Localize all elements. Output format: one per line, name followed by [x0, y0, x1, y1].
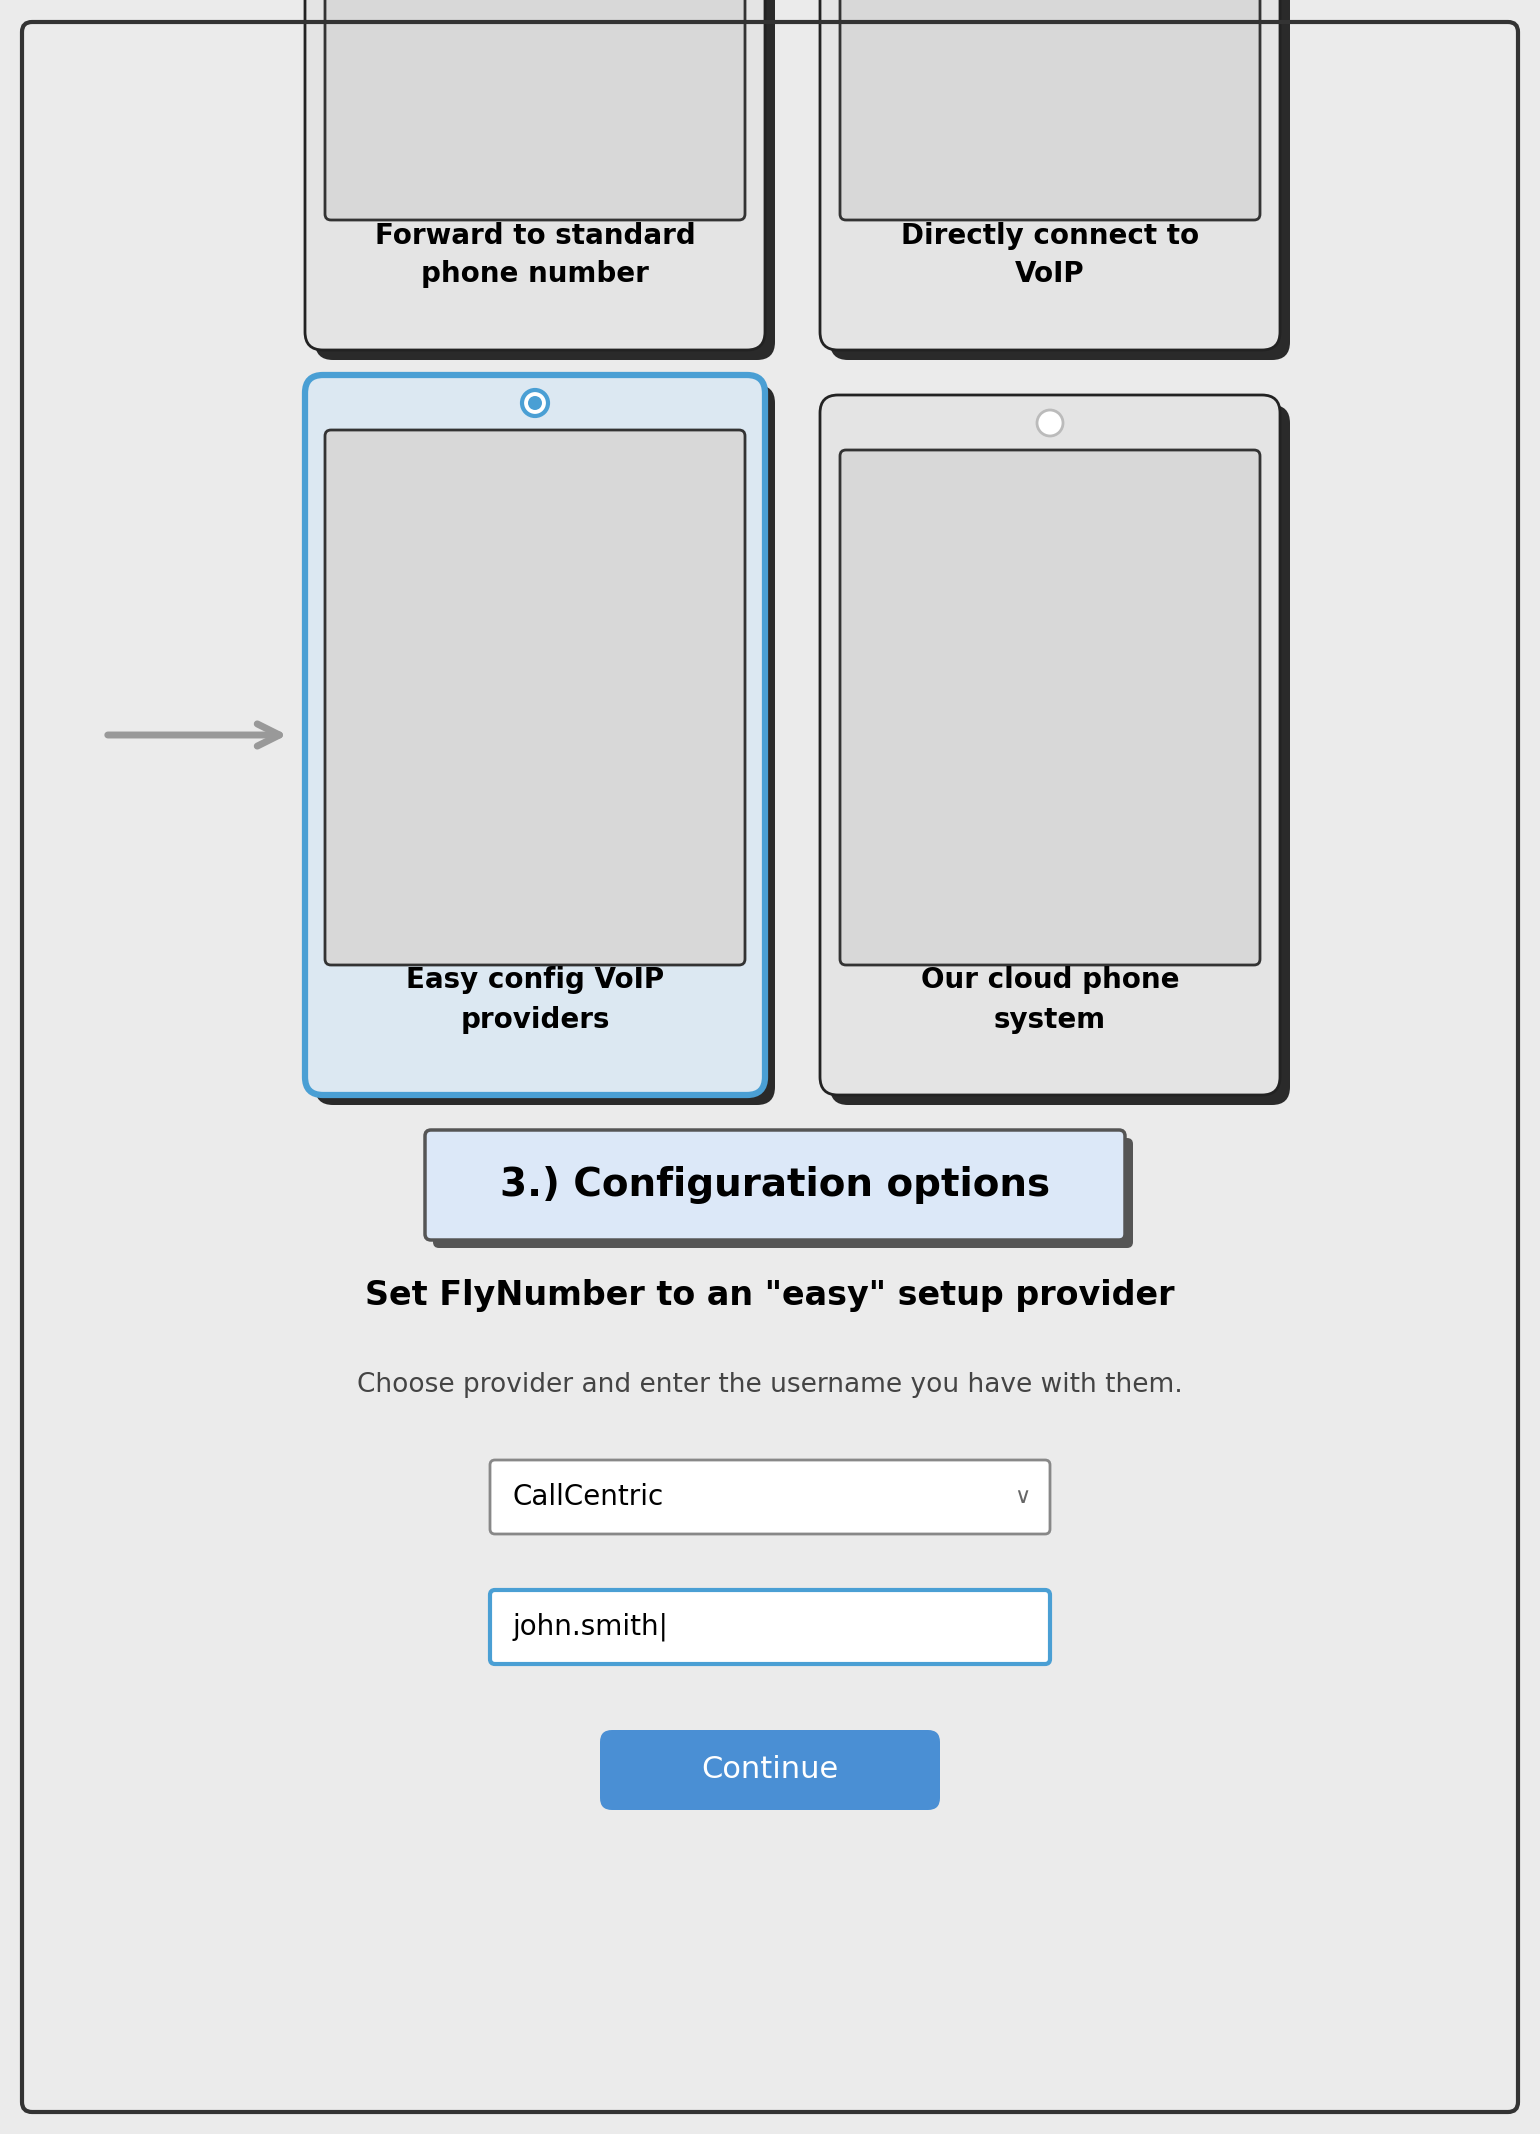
Text: Forward to standard
phone number: Forward to standard phone number [374, 222, 696, 288]
FancyBboxPatch shape [316, 0, 775, 361]
FancyBboxPatch shape [425, 1131, 1126, 1240]
FancyBboxPatch shape [830, 405, 1291, 1105]
FancyBboxPatch shape [490, 1590, 1050, 1665]
Circle shape [1036, 410, 1063, 435]
Text: ∨: ∨ [1013, 1487, 1030, 1507]
Text: CallCentric: CallCentric [511, 1483, 664, 1511]
FancyBboxPatch shape [819, 395, 1280, 1095]
FancyBboxPatch shape [305, 0, 765, 350]
Text: Choose provider and enter the username you have with them.: Choose provider and enter the username y… [357, 1372, 1183, 1398]
FancyBboxPatch shape [819, 0, 1280, 350]
FancyBboxPatch shape [601, 1731, 939, 1810]
FancyBboxPatch shape [839, 0, 1260, 220]
Text: Directly connect to
VoIP: Directly connect to VoIP [901, 222, 1200, 288]
FancyBboxPatch shape [839, 450, 1260, 965]
Text: Easy config VoIP
providers: Easy config VoIP providers [407, 967, 664, 1033]
Circle shape [522, 391, 548, 416]
Text: Set FlyNumber to an "easy" setup provider: Set FlyNumber to an "easy" setup provide… [365, 1278, 1175, 1312]
Text: Our cloud phone
system: Our cloud phone system [921, 967, 1180, 1033]
Text: Continue: Continue [701, 1756, 839, 1784]
FancyBboxPatch shape [433, 1137, 1133, 1248]
FancyBboxPatch shape [830, 0, 1291, 361]
Text: 3.) Configuration options: 3.) Configuration options [500, 1165, 1050, 1204]
FancyBboxPatch shape [325, 429, 745, 965]
FancyBboxPatch shape [325, 0, 745, 220]
Text: john.smith|: john.smith| [511, 1613, 668, 1641]
FancyBboxPatch shape [316, 384, 775, 1105]
FancyBboxPatch shape [305, 376, 765, 1095]
Circle shape [528, 397, 542, 410]
FancyBboxPatch shape [490, 1460, 1050, 1534]
